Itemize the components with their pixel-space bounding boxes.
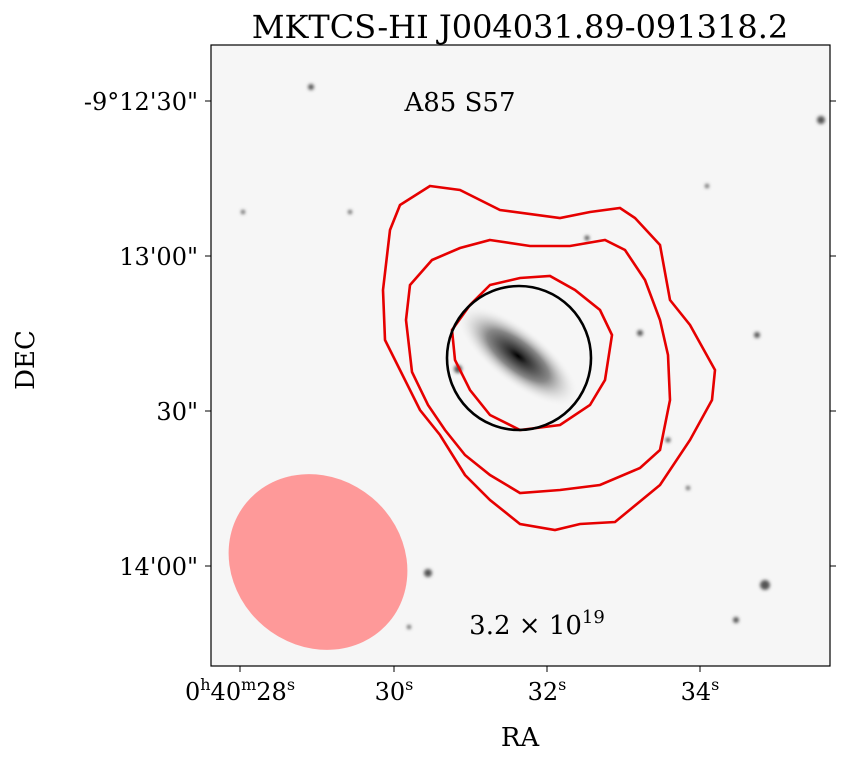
title: MKTCS-HI J004031.89-091318.2 [252, 8, 789, 46]
x-tick-sup: s [287, 675, 295, 694]
x-tick-part: 40 [211, 678, 242, 706]
x-tick-part: 28 [256, 678, 287, 706]
x-tick-part: 34 [681, 678, 712, 706]
x-tick-sup: s [558, 675, 566, 694]
x-tick-sup: h [200, 675, 210, 694]
x-tick-label: 34s [681, 675, 720, 706]
y-tick-label: -9°12'30" [84, 88, 198, 116]
y-tick-label: 13'00" [119, 243, 198, 271]
contour-inner [450, 274, 614, 432]
y-tick-label: 14'00" [119, 553, 198, 581]
x-tick-label: 30s [375, 675, 414, 706]
x-tick-sup: m [241, 675, 256, 694]
density-base: 3.2 × 10 [469, 611, 582, 641]
x-axis-label: RA [501, 723, 541, 753]
x-tick-label: 0h40m28s [185, 675, 295, 706]
aperture [445, 284, 593, 432]
density-exponent: 19 [582, 607, 605, 628]
annotation: A85 S57 [403, 88, 515, 118]
beam [228, 474, 408, 650]
x-tick-label: 32s [528, 675, 567, 706]
column-density: 3.2 × 1019 [469, 607, 605, 641]
contour-outer [381, 184, 717, 532]
x-tick-sup: s [405, 675, 413, 694]
x-tick-sup: s [711, 675, 719, 694]
x-tick-part: 30 [375, 678, 406, 706]
x-tick-part: 32 [528, 678, 559, 706]
contour-middle [404, 238, 672, 495]
y-axis-label: DEC [11, 330, 41, 390]
x-tick-part: 0 [185, 678, 200, 706]
galaxy [456, 304, 580, 408]
contours [381, 184, 717, 532]
y-tick-label: 30" [156, 398, 198, 426]
plot-frame [210, 44, 831, 667]
